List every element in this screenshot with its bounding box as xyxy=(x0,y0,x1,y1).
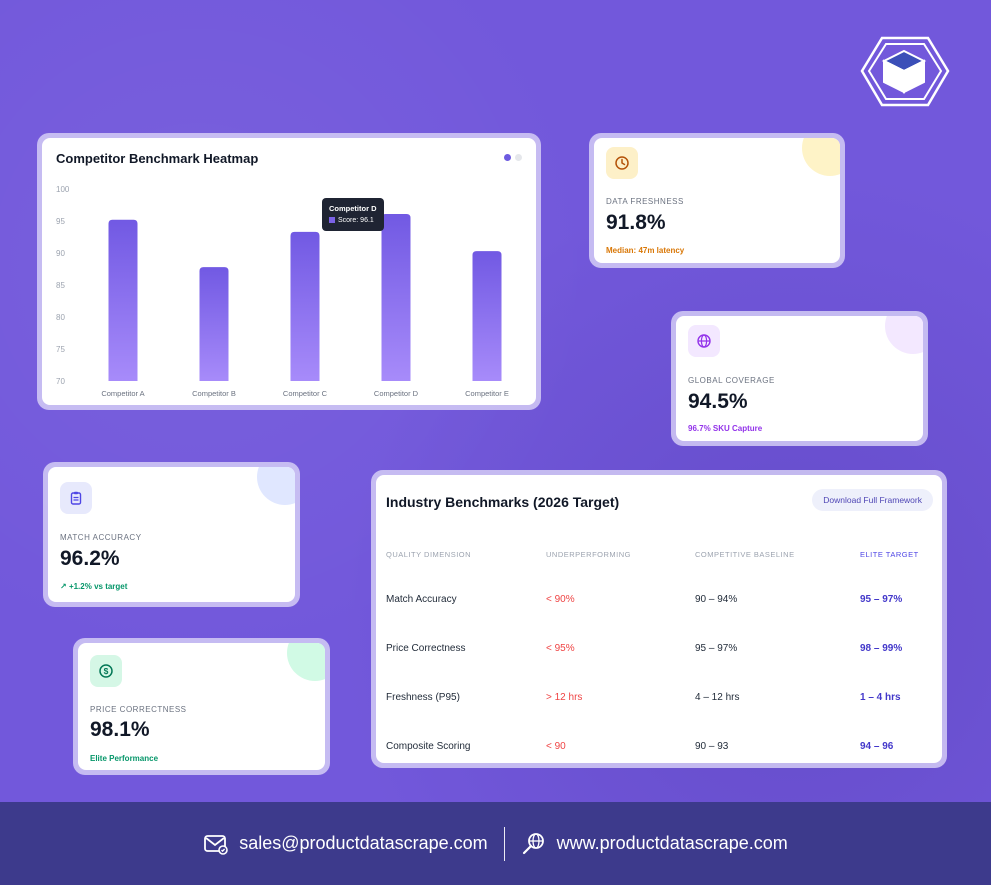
corner-decoration xyxy=(287,643,325,681)
logo-cube-icon xyxy=(860,36,950,107)
stat-label: MATCH ACCURACY xyxy=(60,533,142,542)
stat-note: 96.7% SKU Capture xyxy=(688,424,763,433)
y-tick-label: 100 xyxy=(56,185,70,194)
globe-icon xyxy=(688,325,720,357)
stat-value: 96.2% xyxy=(60,547,120,570)
footer-email[interactable]: sales@productdatascrape.com xyxy=(203,832,488,856)
stat-label: DATA FRESHNESS xyxy=(606,197,684,206)
bar-chart: 100 95 90 85 80 75 70 Competitor A Competitor B… xyxy=(56,185,509,398)
column-header-elite: ELITE TARGET xyxy=(860,550,919,559)
x-tick-label: Competitor C xyxy=(283,389,328,398)
column-header-baseline: COMPETITIVE BASELINE xyxy=(695,550,795,559)
website-link[interactable]: www.productdatascrape.com xyxy=(556,833,788,853)
email-link[interactable]: sales@productdatascrape.com xyxy=(239,833,488,853)
corner-decoration xyxy=(257,467,295,505)
bar-competitor-d[interactable] xyxy=(381,213,411,381)
bar-competitor-b[interactable] xyxy=(199,267,229,381)
bar-competitor-e[interactable] xyxy=(472,251,502,381)
column-header-underperforming: UNDERPERFORMING xyxy=(546,550,632,559)
clock-icon xyxy=(606,147,638,179)
stat-label: PRICE CORRECTNESS xyxy=(90,705,187,714)
table-cell: Freshness (P95) xyxy=(386,692,460,703)
x-tick-label: Competitor D xyxy=(374,389,419,398)
table-cell: Match Accuracy xyxy=(386,594,457,605)
table-cell: < 90% xyxy=(546,594,575,605)
table-cell: 95 – 97% xyxy=(860,594,903,605)
stat-value: 94.5% xyxy=(688,390,748,413)
footer-bar: sales@productdatascrape.com www.productd… xyxy=(0,802,991,885)
table-cell: 90 – 94% xyxy=(695,594,738,605)
table-cell: 95 – 97% xyxy=(695,643,738,654)
footer-divider xyxy=(503,826,505,861)
stat-value: 98.1% xyxy=(90,718,150,741)
dollar-icon: $ xyxy=(90,655,122,687)
stat-value: 91.8% xyxy=(606,211,666,234)
table-cell: < 90 xyxy=(546,741,566,752)
chart-card: Competitor Benchmark Heatmap 100 95 90 85 80… xyxy=(37,133,541,410)
column-header-dimension: QUALITY DIMENSION xyxy=(386,550,472,559)
mail-icon xyxy=(204,834,229,855)
x-tick-label: Competitor E xyxy=(465,389,509,398)
corner-decoration xyxy=(885,316,923,354)
table-cell: 1 – 4 hrs xyxy=(860,692,901,703)
table-cell: 98 – 99% xyxy=(860,643,903,654)
bar-competitor-a[interactable] xyxy=(108,219,138,381)
benchmarks-title: Industry Benchmarks (2026 Target) xyxy=(386,494,620,510)
table-cell: 4 – 12 hrs xyxy=(695,692,740,703)
global-coverage-card: GLOBAL COVERAGE 94.5% 96.7% SKU Capture xyxy=(671,311,928,446)
chart-title: Competitor Benchmark Heatmap xyxy=(56,151,259,166)
dot-active[interactable] xyxy=(504,154,511,161)
y-tick-label: 85 xyxy=(56,281,65,290)
stat-note: Median: 47m latency xyxy=(606,246,685,255)
data-freshness-card: DATA FRESHNESS 91.8% Median: 47m latency xyxy=(589,133,845,268)
stat-label: GLOBAL COVERAGE xyxy=(688,376,775,385)
stat-note: Elite Performance xyxy=(90,754,159,763)
tooltip-title: Competitor D xyxy=(329,203,377,213)
y-tick-label: 75 xyxy=(56,345,65,354)
svg-text:$: $ xyxy=(104,666,109,676)
chart-tooltip: Competitor D Score: 96.1 xyxy=(322,197,384,232)
web-search-icon xyxy=(522,832,544,854)
clipboard-icon xyxy=(60,482,92,514)
bar-competitor-c[interactable] xyxy=(290,231,320,381)
y-tick-label: 90 xyxy=(56,249,65,258)
x-tick-label: Competitor B xyxy=(192,389,236,398)
stat-note: ↗ +1.2% vs target xyxy=(60,582,127,591)
y-tick-label: 70 xyxy=(56,377,65,386)
y-tick-label: 80 xyxy=(56,313,65,322)
x-tick-label: Competitor A xyxy=(101,389,144,398)
price-correctness-card: $ PRICE CORRECTNESS 98.1% Elite Performa… xyxy=(73,638,330,775)
trend-up-icon: ↗ xyxy=(60,582,69,591)
table-cell: > 12 hrs xyxy=(546,692,583,703)
table-cell: 90 – 93 xyxy=(695,741,729,752)
match-accuracy-card: MATCH ACCURACY 96.2% ↗ +1.2% vs target xyxy=(43,462,300,607)
industry-benchmarks-card: Industry Benchmarks (2026 Target) Downlo… xyxy=(371,470,947,768)
table-cell: < 95% xyxy=(546,643,575,654)
corner-decoration xyxy=(802,138,840,176)
table-cell: Composite Scoring xyxy=(386,741,471,752)
y-tick-label: 95 xyxy=(56,217,65,226)
tooltip-swatch xyxy=(329,216,335,223)
table-cell: Price Correctness xyxy=(386,643,466,654)
table-cell: 94 – 96 xyxy=(860,741,894,752)
footer-website[interactable]: www.productdatascrape.com xyxy=(521,831,788,857)
tooltip-text: Score: 96.1 xyxy=(338,216,374,224)
dot-inactive[interactable] xyxy=(515,154,522,161)
chart-pagination-dots[interactable] xyxy=(504,154,522,161)
stat-note-text: +1.2% vs target xyxy=(68,582,128,591)
download-framework-button[interactable]: Download Full Framework xyxy=(812,489,933,511)
